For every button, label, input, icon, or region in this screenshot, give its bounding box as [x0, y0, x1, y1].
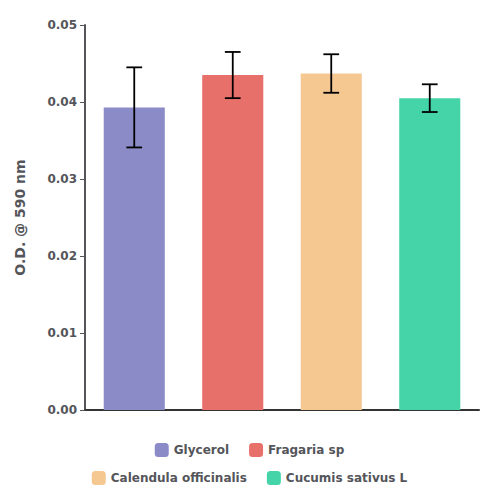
svg-text:O.D. @ 590 nm: O.D. @ 590 nm	[12, 159, 28, 275]
svg-text:0.04: 0.04	[47, 95, 77, 109]
svg-text:0.00: 0.00	[47, 403, 77, 417]
svg-text:Glycerol: Glycerol	[174, 443, 229, 457]
svg-text:Fragaria sp: Fragaria sp	[268, 443, 345, 457]
svg-text:0.03: 0.03	[47, 172, 77, 186]
svg-text:0.05: 0.05	[47, 18, 77, 32]
svg-text:Calendula officinalis: Calendula officinalis	[111, 471, 247, 485]
svg-text:0.01: 0.01	[47, 326, 77, 340]
svg-text:Cucumis sativus L: Cucumis sativus L	[286, 471, 408, 485]
svg-text:0.02: 0.02	[47, 249, 77, 263]
